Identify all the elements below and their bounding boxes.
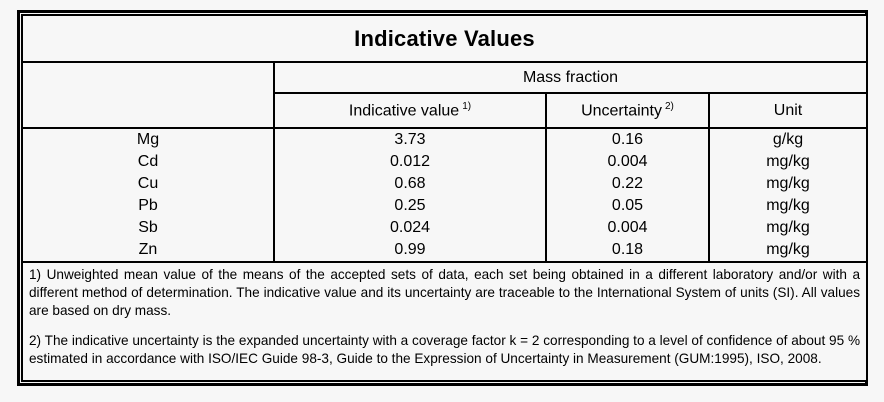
uncertainty-cell: 0.18 (545, 239, 710, 262)
element-cell: Sb (21, 217, 275, 239)
value-cell: 0.99 (273, 239, 547, 262)
table-row-pb: Pb 0.25 0.05 mg/kg (21, 195, 869, 217)
column-header-row: Indicative value 1) Uncertainty 2) Unit (22, 92, 869, 129)
footnote-ref-2: 2) (665, 100, 674, 112)
footnote-1: 1) Unweighted mean value of the means of… (29, 267, 861, 318)
unit-cell: mg/kg (707, 195, 869, 217)
title-row: Indicative Values (20, 14, 869, 63)
element-cell: Pb (21, 195, 275, 217)
uncertainty-cell: 0.05 (545, 195, 710, 217)
col-header-indicative-value: Indicative value 1) (273, 92, 547, 129)
col-header-uncertainty: Uncertainty 2) (545, 92, 710, 129)
indicative-values-frame: Indicative Values Mass fraction Indicati… (17, 10, 869, 386)
table-row-cu: Cu 0.68 0.22 mg/kg (21, 173, 869, 195)
value-cell: 0.25 (273, 195, 547, 217)
unit-cell: mg/kg (707, 173, 869, 195)
col-header-uncertainty-label: Uncertainty (581, 102, 662, 120)
group-header-row: Mass fraction (21, 61, 869, 129)
footnotes-cell: 1) Unweighted mean value of the means of… (20, 261, 869, 382)
uncertainty-cell: 0.22 (545, 173, 710, 195)
value-cell: 0.024 (273, 217, 547, 239)
group-header-mass-fraction: Mass fraction (272, 61, 869, 94)
table-row-cd: Cd 0.012 0.004 mg/kg (21, 151, 869, 173)
unit-cell: mg/kg (707, 217, 869, 239)
col-header-unit-label: Unit (773, 101, 803, 119)
indicative-values-table: Indicative Values Mass fraction Indicati… (20, 14, 869, 382)
value-cell: 0.012 (273, 151, 547, 173)
footnote-2: 2) The indicative uncertainty is the exp… (29, 333, 861, 366)
element-cell: Zn (21, 239, 275, 262)
col-header-unit: Unit (707, 92, 869, 129)
uncertainty-cell: 0.004 (545, 151, 710, 173)
unit-cell: mg/kg (707, 151, 869, 173)
value-cell: 3.73 (273, 128, 547, 151)
footnote-ref-1: 1) (462, 100, 472, 112)
table-row-mg: Mg 3.73 0.16 g/kg (21, 128, 869, 151)
uncertainty-cell: 0.16 (545, 128, 710, 151)
element-cell: Cu (21, 173, 275, 195)
table-title: Indicative Values (20, 14, 869, 63)
value-cell: 0.68 (273, 173, 547, 195)
table-row-sb: Sb 0.024 0.004 mg/kg (21, 217, 869, 239)
corner-cell (21, 61, 275, 129)
element-cell: Mg (21, 128, 275, 151)
element-cell: Cd (21, 151, 275, 173)
table-row-zn: Zn 0.99 0.18 mg/kg (21, 239, 869, 262)
footnotes-row: 1) Unweighted mean value of the means of… (20, 261, 869, 382)
unit-cell: g/kg (707, 128, 869, 151)
unit-cell: mg/kg (707, 239, 869, 262)
uncertainty-cell: 0.004 (545, 217, 710, 239)
col-header-indicative-value-label: Indicative value (348, 102, 460, 120)
